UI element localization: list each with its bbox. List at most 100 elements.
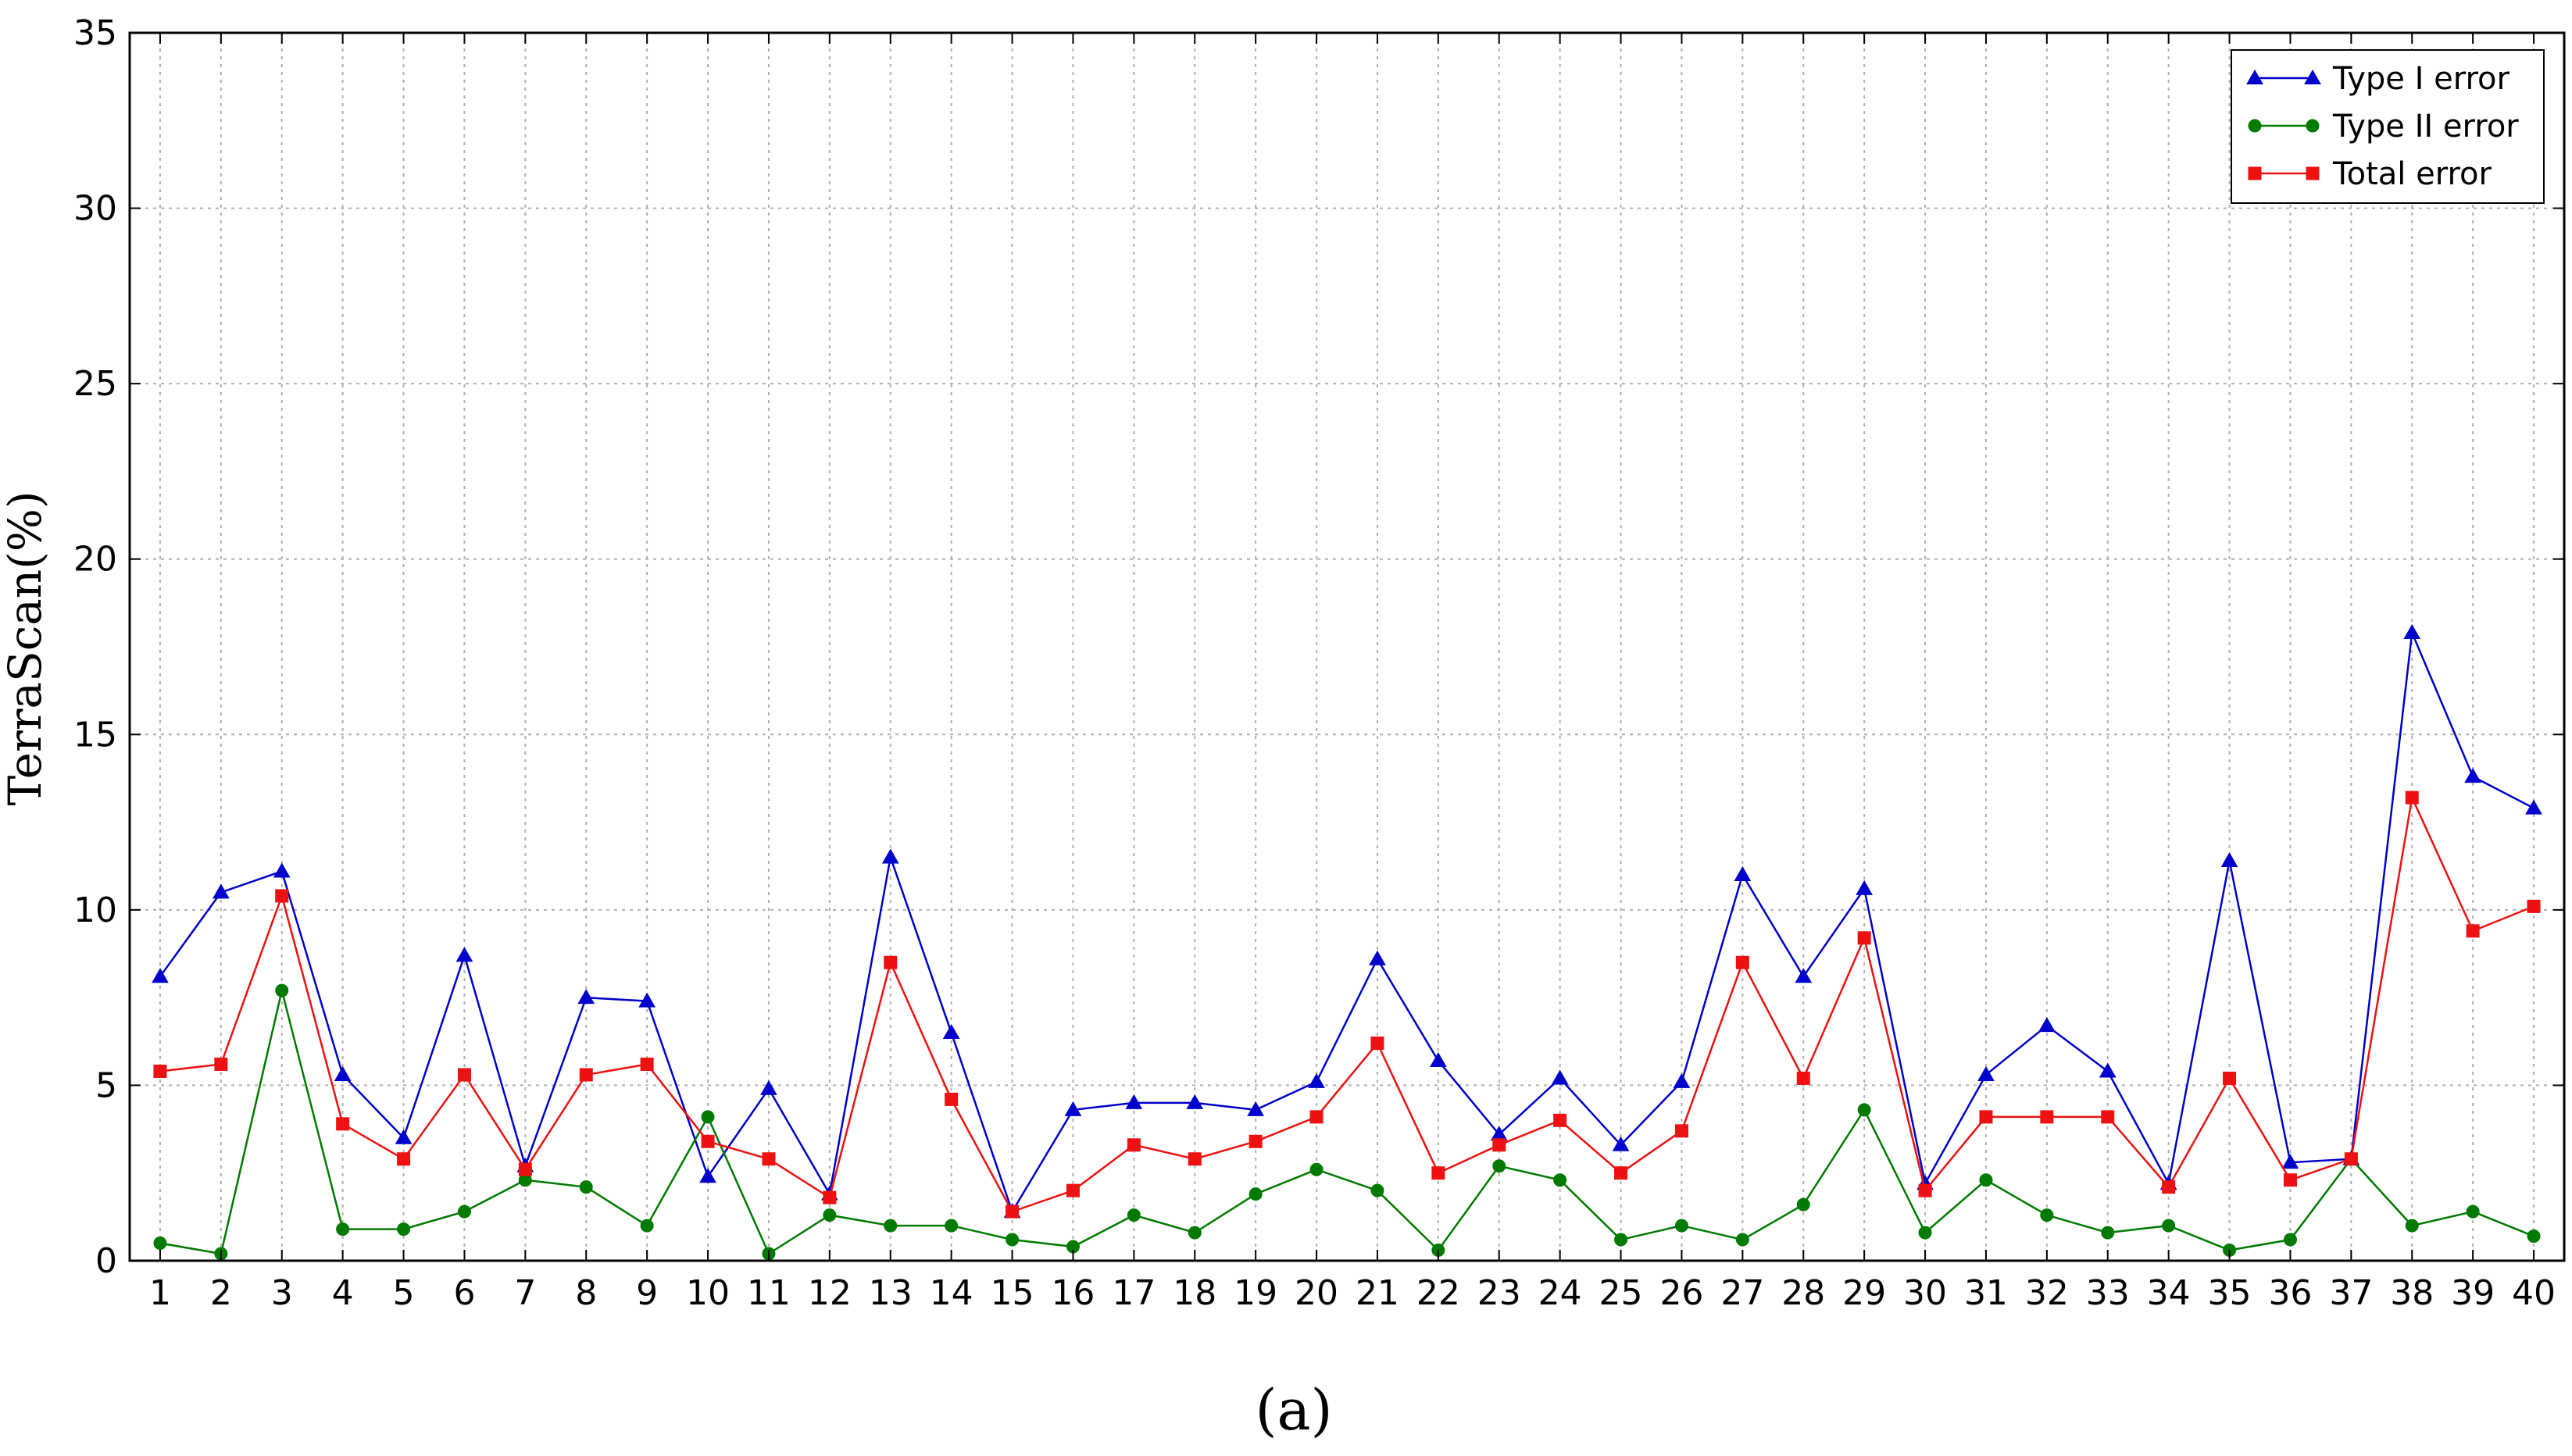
data-point-type-i-error <box>1673 1072 1691 1088</box>
data-point-total-error <box>1857 931 1871 945</box>
data-point-type-i-error <box>1247 1101 1265 1116</box>
data-point-type-ii-error <box>2405 1219 2419 1233</box>
grid-lines <box>130 32 2564 1262</box>
data-point-type-i-error <box>1856 880 1874 895</box>
data-point-type-i-error <box>1734 865 1752 881</box>
y-tick-label: 0 <box>95 1241 117 1281</box>
x-tick-label: 36 <box>2268 1273 2312 1313</box>
data-point-type-i-error <box>638 992 656 1008</box>
x-tick-label: 9 <box>636 1273 658 1313</box>
legend-label-type-ii-error: Type II error <box>2332 109 2519 145</box>
data-point-type-ii-error <box>1796 1197 1810 1212</box>
data-point-type-ii-error <box>2283 1233 2297 1247</box>
data-point-total-error <box>1674 1124 1688 1138</box>
data-point-type-i-error <box>942 1024 960 1040</box>
data-point-total-error <box>2344 1152 2358 1166</box>
axis-ticks: 1 2 3 4 5 6 7 8 9 10 11 12 13 14 15 16 17 18 19 20 21 22 23 24 2… <box>73 13 2564 1313</box>
x-tick-label: 29 <box>1842 1273 1886 1313</box>
data-point-total-error <box>2223 1071 2237 1085</box>
data-point-type-ii-error <box>1918 1226 1932 1240</box>
x-tick-label: 24 <box>1538 1273 1582 1313</box>
data-point-total-error <box>457 1068 471 1082</box>
data-point-type-ii-error <box>945 1219 959 1233</box>
data-point-type-i-error <box>2403 624 2421 640</box>
data-point-total-error <box>153 1064 167 1078</box>
x-tick-label: 33 <box>2086 1273 2130 1313</box>
data-point-total-error <box>1431 1166 1445 1180</box>
legend-marker-total-error <box>2306 166 2320 180</box>
data-point-total-error <box>275 889 289 903</box>
y-tick-label: 10 <box>73 890 117 930</box>
x-tick-label: 7 <box>514 1273 536 1313</box>
data-point-type-i-error <box>2464 768 2482 783</box>
data-point-total-error <box>1614 1166 1628 1180</box>
data-point-total-error <box>214 1057 228 1071</box>
x-tick-label: 5 <box>393 1273 415 1313</box>
series-type-ii-error <box>153 983 2541 1261</box>
x-tick-label: 1 <box>149 1273 171 1313</box>
data-point-type-ii-error <box>1857 1103 1871 1117</box>
data-point-total-error <box>397 1152 411 1166</box>
x-tick-label: 20 <box>1295 1273 1338 1313</box>
data-point-type-ii-error <box>336 1222 350 1237</box>
data-point-total-error <box>1006 1204 1020 1219</box>
x-tick-label: 26 <box>1659 1273 1703 1313</box>
data-point-type-i-error <box>2525 799 2542 815</box>
data-point-type-i-error <box>273 862 291 878</box>
y-tick-label: 15 <box>73 715 117 755</box>
data-point-type-ii-error <box>579 1180 593 1194</box>
data-point-total-error <box>2283 1173 2297 1187</box>
x-tick-label: 15 <box>991 1273 1034 1313</box>
series-total-error <box>153 790 2541 1219</box>
data-point-type-ii-error <box>1370 1183 1384 1197</box>
series-type-i-error <box>152 624 2542 1219</box>
x-tick-label: 28 <box>1781 1273 1825 1313</box>
data-point-total-error <box>2101 1110 2115 1124</box>
legend: Type I error Type II error Total error <box>2231 49 2545 204</box>
x-tick-label: 11 <box>747 1273 791 1313</box>
x-tick-label: 32 <box>2025 1273 2069 1313</box>
data-point-type-ii-error <box>1188 1226 1202 1240</box>
figure-caption: (a) <box>1255 1377 1332 1443</box>
data-point-type-i-error <box>1429 1051 1447 1067</box>
x-tick-label: 31 <box>1964 1273 2008 1313</box>
data-point-type-i-error <box>395 1129 413 1144</box>
data-point-total-error <box>1492 1138 1506 1152</box>
x-tick-label: 4 <box>332 1273 354 1313</box>
data-point-type-i-error <box>577 989 595 1005</box>
data-point-type-i-error <box>2281 1154 2299 1169</box>
x-tick-label: 38 <box>2390 1273 2434 1313</box>
data-point-type-ii-error <box>153 1237 167 1251</box>
data-point-type-i-error <box>1795 968 1813 983</box>
data-point-type-ii-error <box>1614 1233 1628 1247</box>
data-point-total-error <box>2527 899 2541 913</box>
data-point-type-ii-error <box>1006 1233 1020 1247</box>
legend-marker-type-ii-error <box>2248 119 2262 133</box>
data-point-type-ii-error <box>1492 1159 1506 1173</box>
data-point-type-i-error <box>152 968 169 983</box>
data-point-type-i-error <box>760 1080 777 1095</box>
x-tick-label: 25 <box>1599 1273 1643 1313</box>
data-point-type-ii-error <box>2040 1208 2054 1222</box>
legend-marker-type-i-error <box>2304 69 2321 84</box>
data-point-total-error <box>701 1134 715 1148</box>
data-point-total-error <box>1553 1113 1567 1127</box>
x-tick-label: 30 <box>1903 1273 1947 1313</box>
data-point-total-error <box>1796 1071 1810 1085</box>
data-point-type-ii-error <box>1248 1187 1263 1201</box>
data-point-type-i-error <box>1308 1072 1325 1088</box>
data-point-type-ii-error <box>2101 1226 2115 1240</box>
data-point-total-error <box>1309 1110 1324 1124</box>
data-point-type-ii-error <box>1127 1208 1141 1222</box>
x-tick-label: 8 <box>575 1273 597 1313</box>
data-point-type-ii-error <box>640 1219 654 1233</box>
data-point-type-ii-error <box>397 1222 411 1237</box>
data-point-type-ii-error <box>884 1219 898 1233</box>
y-tick-label: 35 <box>73 13 117 53</box>
data-point-type-i-error <box>1612 1136 1630 1151</box>
x-tick-label: 18 <box>1173 1273 1216 1313</box>
data-point-total-error <box>2466 924 2480 938</box>
y-axis-label: TerraScan(%) <box>0 491 52 805</box>
legend-marker-total-error <box>2248 166 2262 180</box>
